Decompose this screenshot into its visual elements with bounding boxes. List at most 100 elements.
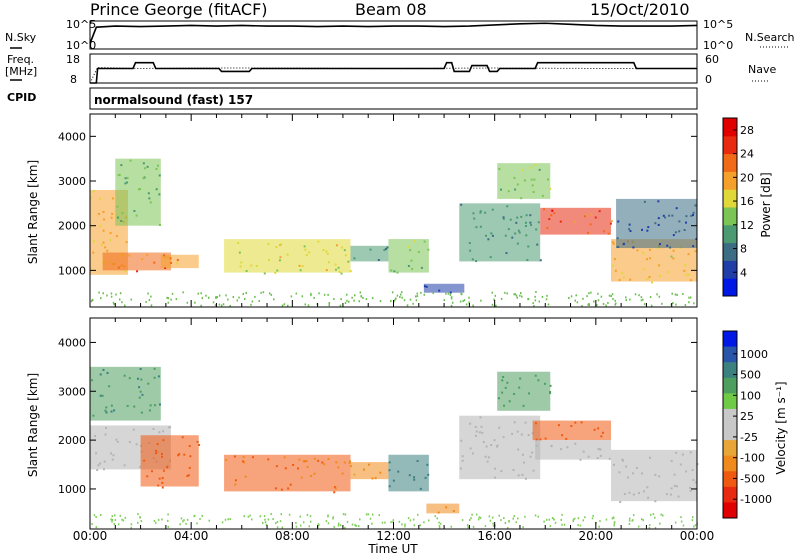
scatter-pixel — [513, 421, 516, 424]
scatter-pixel — [225, 458, 228, 461]
near-range-pixel — [270, 513, 272, 516]
scatter-pixel — [479, 211, 482, 214]
scatter-pixel — [102, 210, 105, 213]
near-range-pixel — [613, 521, 616, 524]
scatter-pixel — [516, 430, 519, 433]
near-range-pixel — [588, 302, 590, 305]
scatter-pixel — [407, 265, 410, 268]
scatter-pixel — [347, 260, 350, 263]
noise-tick-hi-right: 10^5 — [703, 18, 733, 31]
scatter-pixel — [313, 472, 316, 475]
near-range-pixel — [344, 302, 347, 305]
scatter-pixel — [166, 255, 169, 258]
scatter-pixel — [524, 477, 527, 480]
near-range-pixel — [99, 513, 102, 516]
scatter-pixel — [593, 428, 596, 431]
scatter-pixel — [158, 403, 161, 406]
scatter-pixel — [287, 487, 290, 490]
velocity-axes: 1000 2000 3000 4000 — [58, 318, 698, 529]
near-range-pixel — [274, 522, 277, 525]
near-range-pixel — [212, 301, 215, 304]
scatter-pixel — [423, 240, 426, 243]
velocity-colorbar-tick-label: 1000 — [740, 348, 768, 361]
scatter-pixel — [97, 212, 100, 215]
near-range-pixel — [353, 299, 355, 302]
near-range-pixel — [295, 525, 298, 528]
scatter-pixel — [524, 221, 527, 224]
nave-label: Nave — [748, 63, 776, 76]
scatter-pixel — [522, 453, 525, 456]
near-range-pixel — [574, 299, 577, 302]
near-range-pixel — [121, 518, 123, 521]
near-range-pixel — [538, 300, 541, 303]
scatter-pixel — [527, 434, 530, 437]
nsky-label: N.Sky — [5, 31, 37, 44]
near-range-pixel — [404, 523, 406, 526]
near-range-pixel — [214, 304, 217, 307]
near-range-pixel — [390, 300, 392, 303]
scatter-pixel — [334, 486, 337, 489]
scatter-pixel — [513, 176, 516, 179]
scatter-pixel — [155, 167, 158, 170]
near-range-pixel — [500, 297, 503, 300]
near-range-pixel — [537, 515, 539, 518]
scatter-pixel — [494, 467, 497, 470]
near-range-pixel — [272, 518, 274, 521]
power-colorbar-swatch — [723, 135, 737, 155]
scatter-pixel — [469, 447, 472, 450]
near-range-pixel — [229, 518, 231, 521]
scatter-region-1 — [102, 252, 171, 271]
near-range-pixel — [598, 525, 600, 528]
near-range-pixel — [216, 296, 219, 299]
near-range-pixel — [534, 295, 536, 298]
scatter-pixel — [108, 385, 111, 388]
scatter-pixel — [363, 468, 366, 471]
scatter-pixel — [479, 416, 482, 419]
scatter-pixel — [616, 237, 619, 240]
scatter-pixel — [678, 220, 681, 223]
scatter-pixel — [493, 476, 496, 479]
near-range-pixel — [347, 300, 350, 303]
scatter-pixel — [139, 465, 142, 468]
scatter-pixel — [427, 248, 430, 251]
scatter-pixel — [142, 177, 145, 180]
near-range-pixel — [516, 296, 518, 299]
near-range-pixel — [611, 293, 614, 296]
near-range-pixel — [323, 293, 326, 296]
near-range-pixel — [308, 525, 311, 528]
scatter-pixel — [341, 472, 344, 475]
scatter-pixel — [175, 262, 178, 265]
near-range-pixel — [360, 295, 362, 298]
time-axis-label: Time UT — [367, 542, 418, 554]
scatter-pixel — [574, 221, 577, 224]
scatter-pixel — [133, 209, 136, 212]
scatter-pixel — [138, 396, 141, 399]
near-range-pixel — [391, 291, 394, 294]
scatter-pixel — [646, 278, 649, 281]
near-range-pixel — [504, 291, 506, 294]
scatter-pixel — [520, 197, 523, 200]
scatter-pixel — [409, 249, 412, 252]
near-range-pixel — [607, 301, 609, 304]
velocity-colorbar-swatch — [723, 393, 737, 410]
scatter-pixel — [611, 241, 614, 244]
scatter-pixel — [580, 421, 583, 424]
scatter-pixel — [667, 271, 670, 274]
near-range-pixel — [438, 524, 441, 527]
scatter-pixel — [690, 214, 693, 217]
freq-label-line1: Freq. — [7, 53, 34, 66]
near-range-pixel — [515, 521, 517, 524]
near-range-pixel — [280, 513, 283, 516]
near-range-pixel — [245, 292, 247, 295]
scatter-pixel — [518, 231, 521, 234]
noise-tick-hi-left: 10^5 — [66, 18, 96, 31]
scatter-pixel — [234, 483, 237, 486]
scatter-pixel — [106, 249, 109, 252]
scatter-pixel — [622, 276, 625, 279]
scatter-pixel — [267, 458, 270, 461]
near-range-pixel — [691, 516, 694, 519]
velocity-colorbar-swatch — [723, 362, 737, 379]
near-range-pixel — [468, 519, 471, 522]
scatter-pixel — [517, 448, 520, 451]
near-range-pixel — [205, 294, 207, 297]
